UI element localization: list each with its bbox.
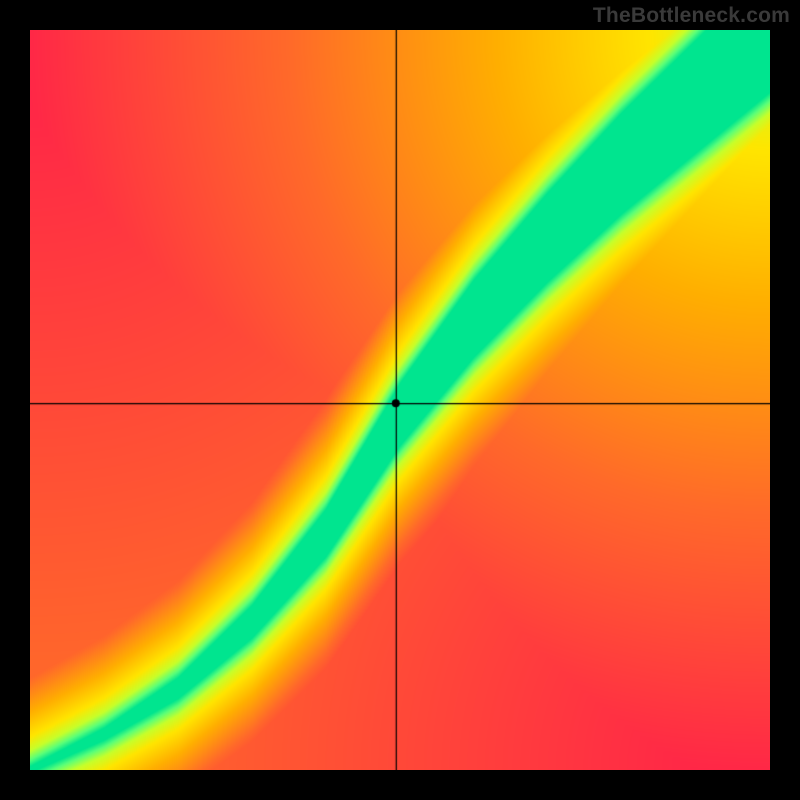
bottleneck-heatmap (30, 30, 770, 770)
heatmap-canvas (30, 30, 770, 770)
attribution-text: TheBottleneck.com (593, 4, 790, 28)
